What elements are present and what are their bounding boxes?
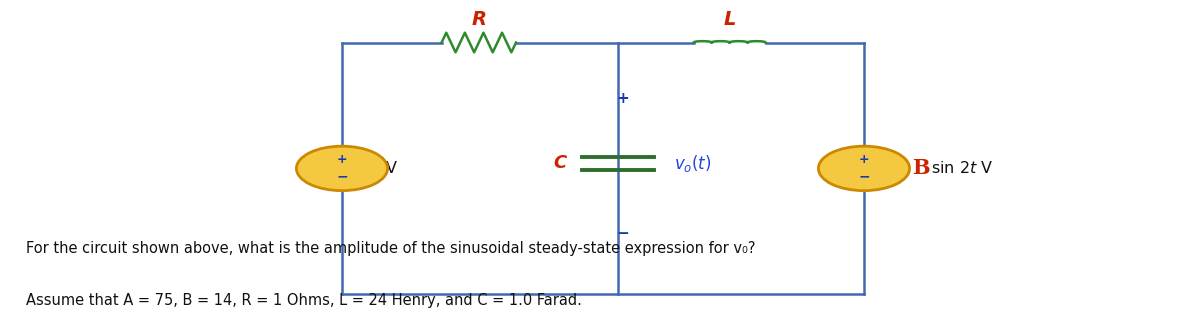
Text: For the circuit shown above, what is the amplitude of the sinusoidal steady-stat: For the circuit shown above, what is the… bbox=[26, 241, 756, 256]
Ellipse shape bbox=[818, 146, 910, 191]
Text: sin 2$t$ V: sin 2$t$ V bbox=[931, 161, 994, 176]
Ellipse shape bbox=[296, 146, 388, 191]
Text: R: R bbox=[472, 10, 486, 29]
Text: +: + bbox=[859, 153, 869, 166]
Text: B: B bbox=[912, 158, 930, 179]
Text: A: A bbox=[313, 158, 330, 179]
Text: Assume that A = 75, B = 14, R = 1 Ohms, L = 24 Henry, and C = 1.0 Farad.: Assume that A = 75, B = 14, R = 1 Ohms, … bbox=[26, 293, 582, 308]
Text: cos 2$t$ V: cos 2$t$ V bbox=[332, 161, 398, 176]
Text: −: − bbox=[336, 170, 348, 184]
Text: L: L bbox=[724, 10, 736, 29]
Text: −: − bbox=[858, 170, 870, 184]
Text: −: − bbox=[617, 226, 629, 241]
Text: $v_o(t)$: $v_o(t)$ bbox=[673, 153, 712, 174]
Text: +: + bbox=[617, 91, 629, 106]
Text: C: C bbox=[553, 154, 568, 173]
Text: +: + bbox=[337, 153, 347, 166]
